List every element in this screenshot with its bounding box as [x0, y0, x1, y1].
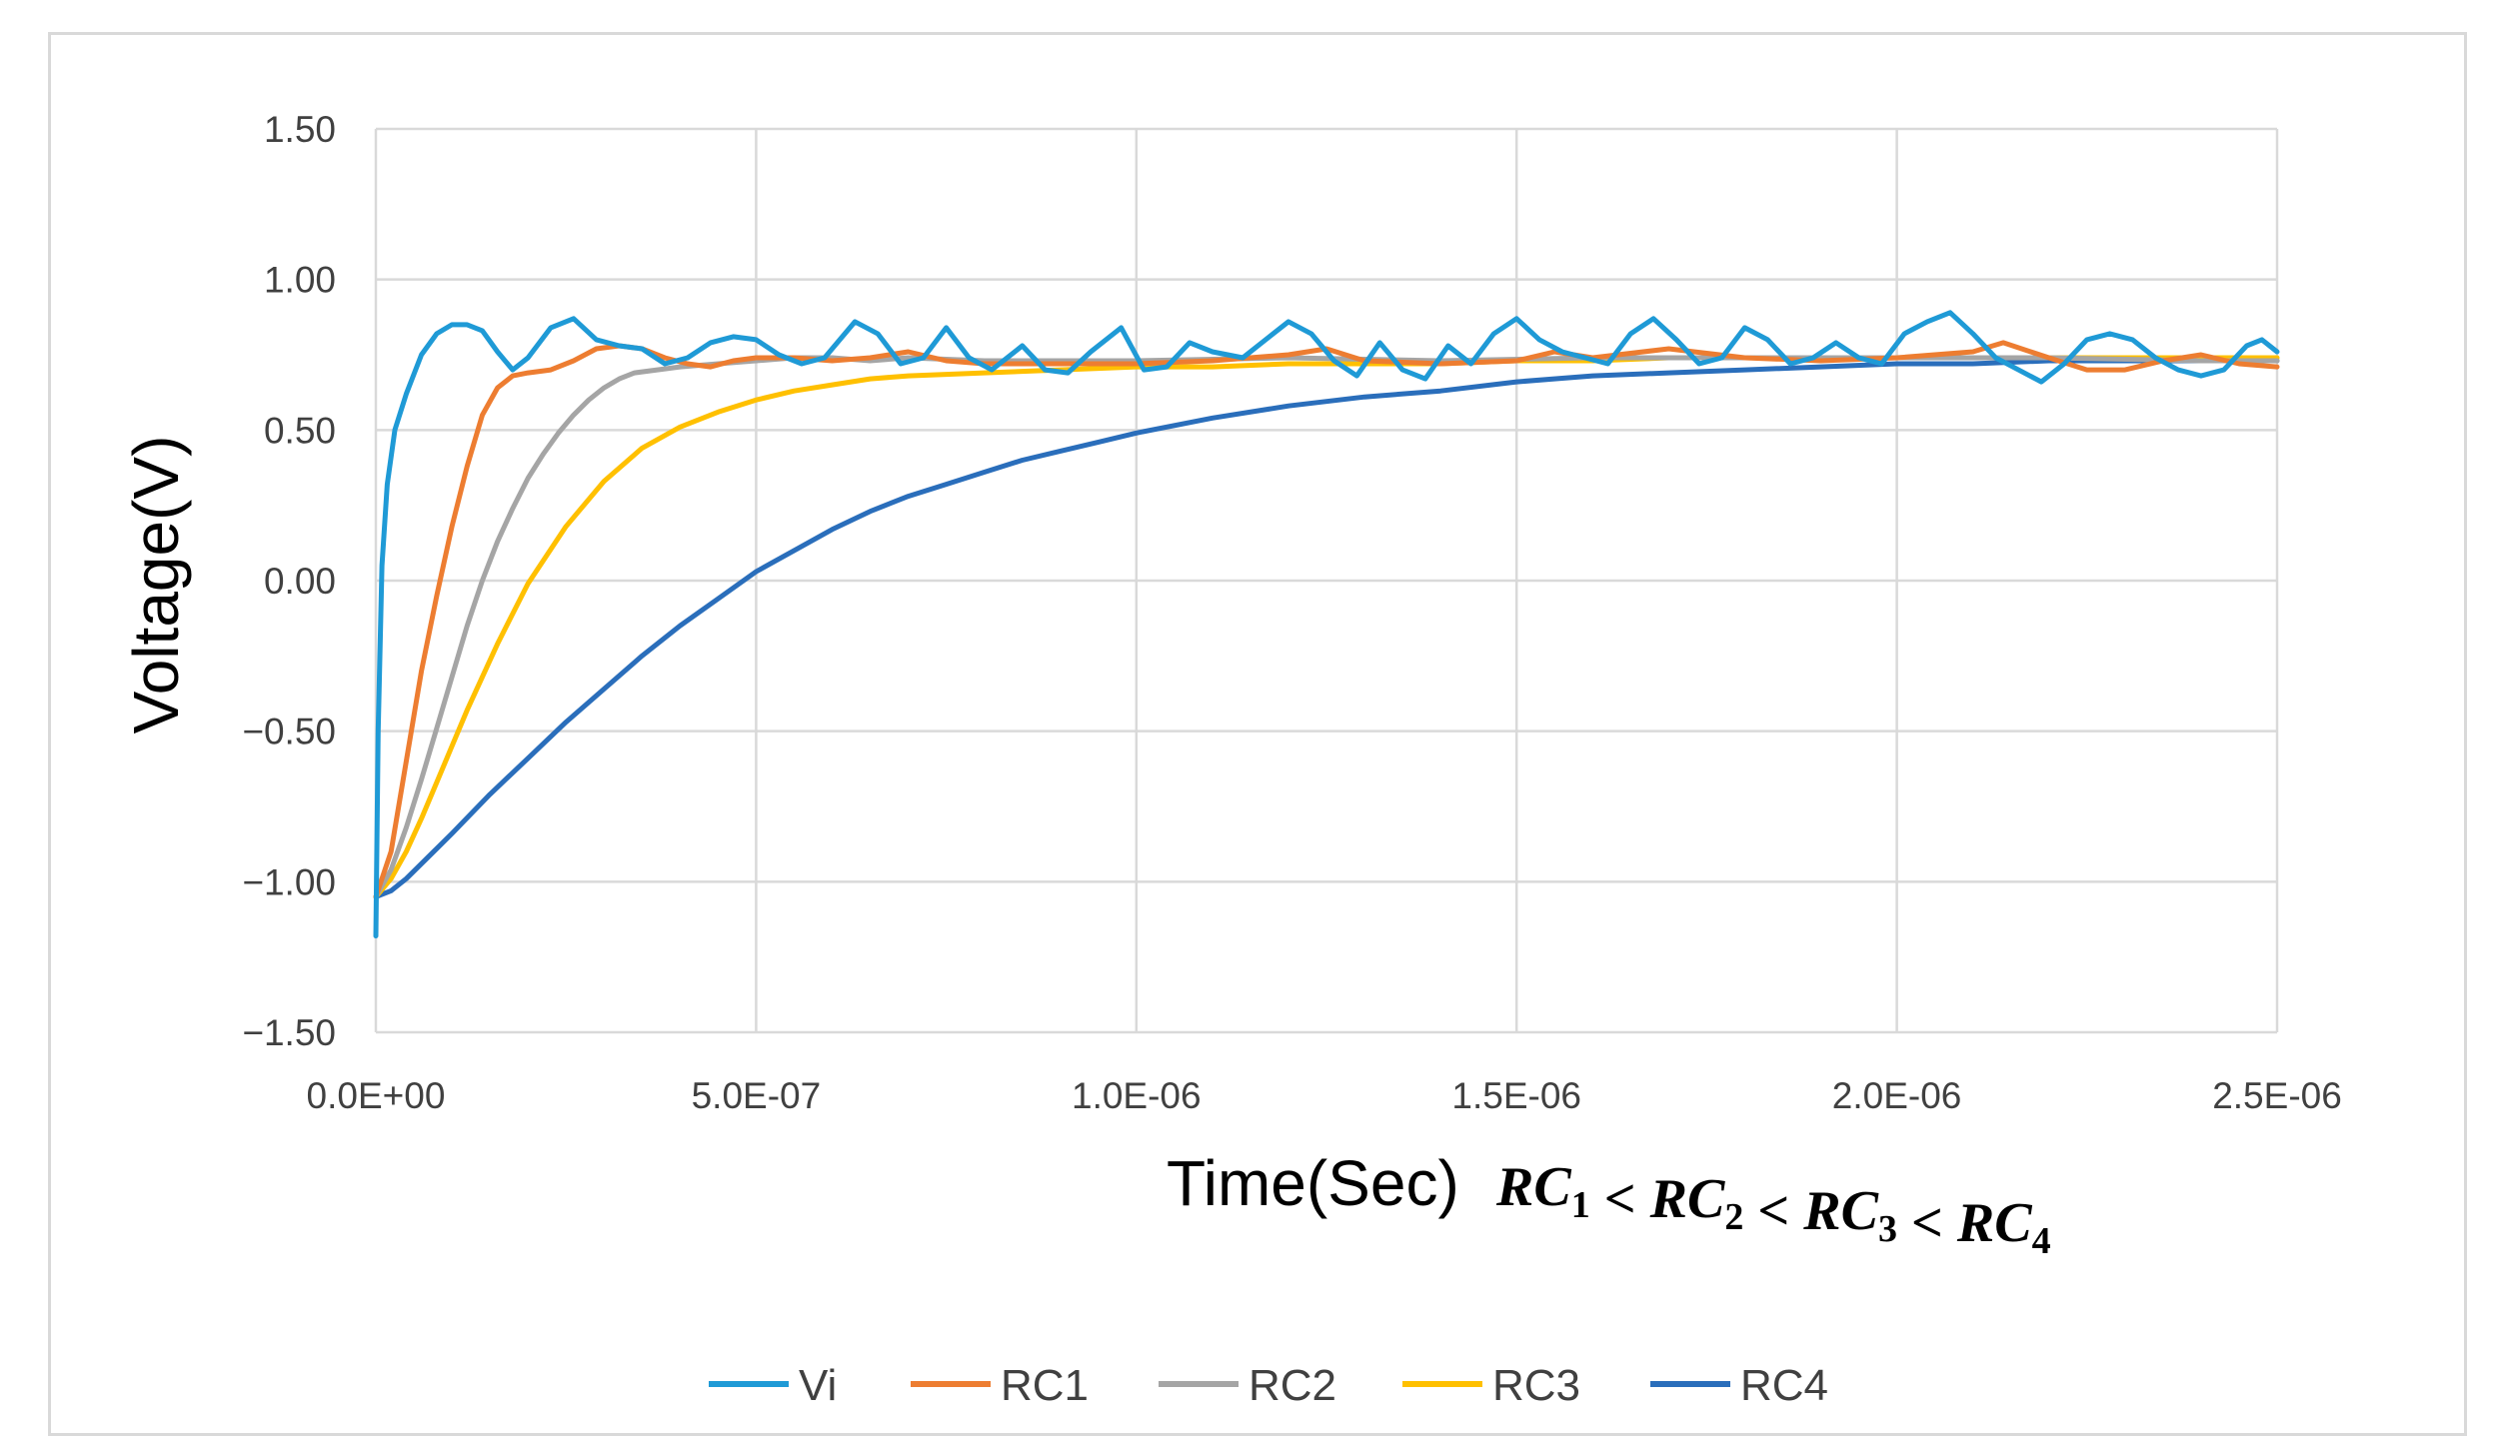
legend-label-rc4: RC4: [1740, 1361, 1828, 1410]
x-axis-title: Time(Sec) RC1 < RC2 < RC3 < RC4: [1167, 1147, 2051, 1262]
math-term-subscript: 4: [2032, 1220, 2051, 1262]
math-term-subscript: 3: [1878, 1208, 1897, 1250]
legend-label-rc2: RC2: [1249, 1361, 1336, 1410]
y-tick-label: 1.50: [264, 109, 336, 150]
series-lines: [373, 310, 2280, 939]
y-tick-label: 1.00: [264, 260, 336, 301]
y-axis-title: Voltage(V): [120, 436, 192, 734]
math-term-base: RC: [1649, 1168, 1725, 1230]
legend-label-vi: Vi: [799, 1361, 837, 1410]
x-tick-label: 1.0E-06: [1072, 1075, 1202, 1116]
math-term-base: RC: [1495, 1156, 1571, 1218]
y-tick-label: −1.00: [242, 861, 336, 902]
line-chart: 1.50 1.00 0.50 0.00 −0.50 −1.00 −1.50 0.0E+00 5…: [120, 109, 2342, 1410]
legend: Vi RC1 RC2 RC3 RC4: [709, 1361, 1828, 1410]
x-axis-math-relation: RC1 < RC2 < RC3 < RC4: [1495, 1156, 2051, 1262]
series-line-rc4: [373, 358, 2280, 899]
math-term-base: RC: [1956, 1192, 2032, 1254]
relation-symbol: <: [1604, 1168, 1636, 1230]
series-line-vi: [373, 310, 2280, 939]
chart-frame: 1.50 1.00 0.50 0.00 −0.50 −1.00 −1.50 0.0E+00 5…: [48, 32, 2467, 1436]
x-tick-label: 1.5E-06: [1451, 1075, 1581, 1116]
math-term-subscript: 2: [1724, 1196, 1743, 1238]
x-tick-label: 2.5E-06: [2212, 1075, 2342, 1116]
y-tick-label: −1.50: [242, 1012, 336, 1053]
math-term-subscript: 1: [1571, 1184, 1590, 1226]
relation-symbol: <: [1757, 1180, 1789, 1242]
x-tick-label: 0.0E+00: [307, 1075, 446, 1116]
legend-label-rc3: RC3: [1492, 1361, 1580, 1410]
x-tick-labels: 0.0E+00 5.0E-07 1.0E-06 1.5E-06 2.0E-06 2.5E-…: [307, 1075, 2342, 1116]
relation-symbol: <: [1911, 1192, 1943, 1254]
y-tick-labels: 1.50 1.00 0.50 0.00 −0.50 −1.00 −1.50: [242, 109, 336, 1053]
gridlines: [374, 127, 2279, 1034]
legend-label-rc1: RC1: [1001, 1361, 1089, 1410]
y-tick-label: −0.50: [242, 712, 336, 752]
x-axis-title-text: Time(Sec): [1167, 1147, 1459, 1219]
x-tick-label: 5.0E-07: [692, 1075, 822, 1116]
series-line-rc1: [373, 340, 2280, 899]
y-tick-label: 0.50: [264, 410, 336, 451]
y-tick-label: 0.00: [264, 561, 336, 602]
x-tick-label: 2.0E-06: [1832, 1075, 1962, 1116]
series-line-rc3: [373, 355, 2280, 899]
math-term-base: RC: [1802, 1180, 1878, 1242]
